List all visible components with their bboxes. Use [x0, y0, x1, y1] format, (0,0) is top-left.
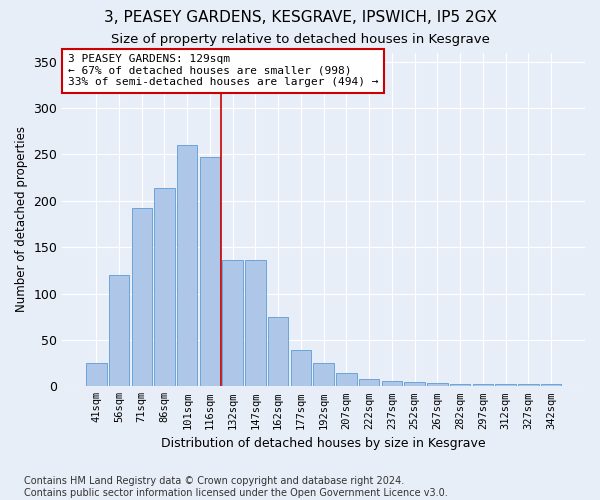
Y-axis label: Number of detached properties: Number of detached properties: [15, 126, 28, 312]
Bar: [200, 158, 220, 386]
Bar: [496, 384, 516, 386]
Text: 3, PEASEY GARDENS, KESGRAVE, IPSWICH, IP5 2GX: 3, PEASEY GARDENS, KESGRAVE, IPSWICH, IP…: [104, 10, 497, 25]
Bar: [86, 363, 107, 386]
Bar: [223, 260, 243, 386]
Bar: [518, 384, 539, 386]
Bar: [290, 350, 311, 387]
Text: Size of property relative to detached houses in Kesgrave: Size of property relative to detached ho…: [110, 32, 490, 46]
Bar: [109, 275, 129, 386]
Bar: [245, 260, 266, 386]
Bar: [427, 382, 448, 386]
X-axis label: Distribution of detached houses by size in Kesgrave: Distribution of detached houses by size …: [161, 437, 486, 450]
Bar: [336, 374, 356, 386]
Bar: [131, 208, 152, 386]
Bar: [359, 379, 379, 386]
Text: 3 PEASEY GARDENS: 129sqm
← 67% of detached houses are smaller (998)
33% of semi-: 3 PEASEY GARDENS: 129sqm ← 67% of detach…: [68, 54, 378, 88]
Bar: [154, 188, 175, 386]
Bar: [450, 384, 470, 386]
Bar: [473, 384, 493, 386]
Bar: [382, 380, 402, 386]
Text: Contains HM Land Registry data © Crown copyright and database right 2024.
Contai: Contains HM Land Registry data © Crown c…: [24, 476, 448, 498]
Bar: [541, 384, 561, 386]
Bar: [404, 382, 425, 386]
Bar: [313, 363, 334, 386]
Bar: [177, 145, 197, 386]
Bar: [268, 317, 289, 386]
